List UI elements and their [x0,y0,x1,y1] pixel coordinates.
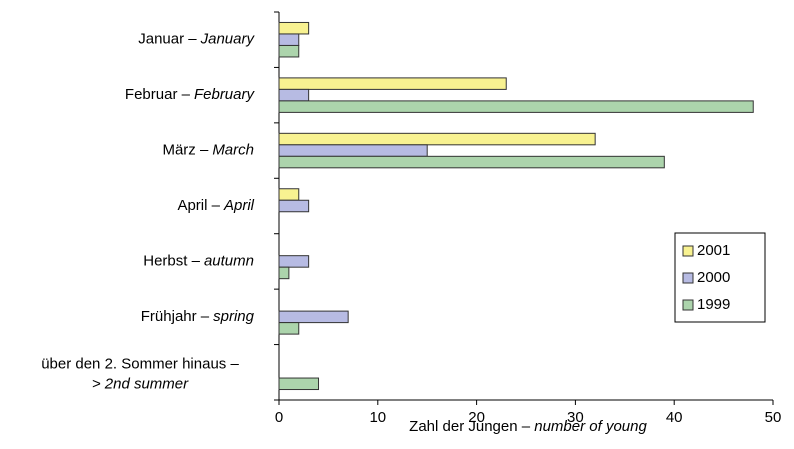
x-axis-label: Zahl der Jungen – number of young [409,418,647,435]
bar [278,33,300,46]
bar [278,266,290,280]
bar [278,377,320,391]
label-en: February [194,86,256,103]
bar [278,155,665,169]
label-en: January [200,31,256,48]
bar [278,255,310,268]
label-de: Februar – [125,86,191,103]
bar [278,132,596,146]
legend-swatch [682,245,694,257]
x-tick-label: 50 [765,409,782,426]
y-tick-label: Frühjahr – spring [141,308,255,325]
bar [278,199,310,213]
bar [278,310,349,324]
label-de: Frühjahr – [141,308,210,325]
bar [278,100,754,113]
label-en: March [212,142,254,159]
bar [278,144,428,157]
x-tick-label: 0 [275,409,283,426]
y-tick-label: April – April [177,197,254,214]
bar [278,77,507,90]
bar [278,88,310,102]
bar [278,188,300,201]
bar [278,322,300,335]
bar [278,44,300,58]
label-en: spring [213,308,255,325]
y-tick-label: Februar – February [125,86,256,103]
legend-label: 2001 [697,242,730,259]
label-de: Januar – [138,31,197,48]
y-tick-label: Herbst – autumn [143,252,254,269]
legend-swatch [682,272,694,284]
x-tick-label: 40 [666,409,683,426]
y-tick-label: > 2nd summer [92,375,189,392]
label-en: autumn [204,252,254,269]
bar [278,21,310,35]
x-tick-label: 10 [369,409,386,426]
label-de: über den 2. Sommer hinaus – [41,355,239,372]
y-tick-label: Januar – January [138,31,255,48]
label-de: März – [162,142,209,159]
legend-swatch [682,299,694,311]
legend-label: 2000 [697,269,730,286]
y-tick-label: über den 2. Sommer hinaus – [41,355,239,372]
label-de: Herbst – [143,252,200,269]
legend-label: 1999 [697,296,730,313]
y-tick-label: März – March [162,142,254,159]
label-en: April [223,197,255,214]
x-tick-label: 20 [468,409,485,426]
x-tick-label: 30 [567,409,584,426]
label-de: April – [177,197,220,214]
